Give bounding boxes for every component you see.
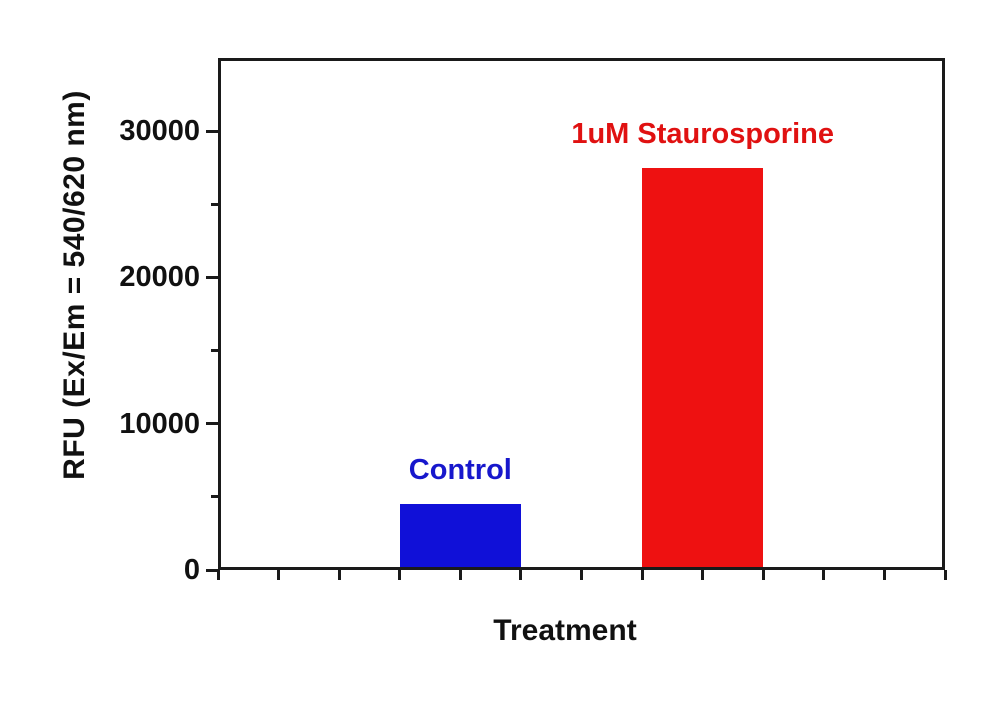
- y-minor-tick-5000: [211, 495, 218, 499]
- x-minor-tick-1: [277, 570, 281, 580]
- bar-control: [399, 504, 521, 570]
- y-major-tick-10000: [206, 422, 218, 426]
- x-minor-tick-11: [882, 570, 886, 580]
- y-major-tick-30000: [206, 129, 218, 133]
- x-minor-tick-8: [701, 570, 705, 580]
- x-minor-tick-10: [822, 570, 826, 580]
- x-minor-tick-5: [519, 570, 523, 580]
- x-minor-tick-3: [398, 570, 402, 580]
- x-minor-tick-7: [640, 570, 644, 580]
- bar-label-control: Control: [408, 454, 512, 487]
- y-tick-label-20000: 20000: [119, 261, 200, 294]
- y-tick-label-0: 0: [183, 554, 200, 586]
- y-minor-tick-15000: [211, 349, 218, 353]
- y-major-tick-20000: [206, 275, 218, 279]
- bar-label-1um-staurosporine: 1uM Staurosporine: [571, 117, 834, 150]
- x-minor-tick-4: [458, 570, 462, 580]
- x-minor-tick-6: [580, 570, 583, 580]
- y-tick-label-10000: 10000: [119, 407, 200, 440]
- x-minor-tick-12: [943, 570, 947, 580]
- x-minor-tick-0: [216, 570, 220, 580]
- bar-1um-staurosporine: [642, 167, 764, 570]
- x-axis-title: Treatment: [493, 614, 637, 647]
- y-tick-label-30000: 30000: [119, 115, 200, 148]
- y-minor-tick-25000: [211, 202, 218, 206]
- plot-area-frame: [218, 58, 945, 570]
- x-minor-tick-9: [761, 570, 765, 580]
- x-minor-tick-2: [337, 570, 341, 580]
- y-major-tick-0: [206, 568, 218, 572]
